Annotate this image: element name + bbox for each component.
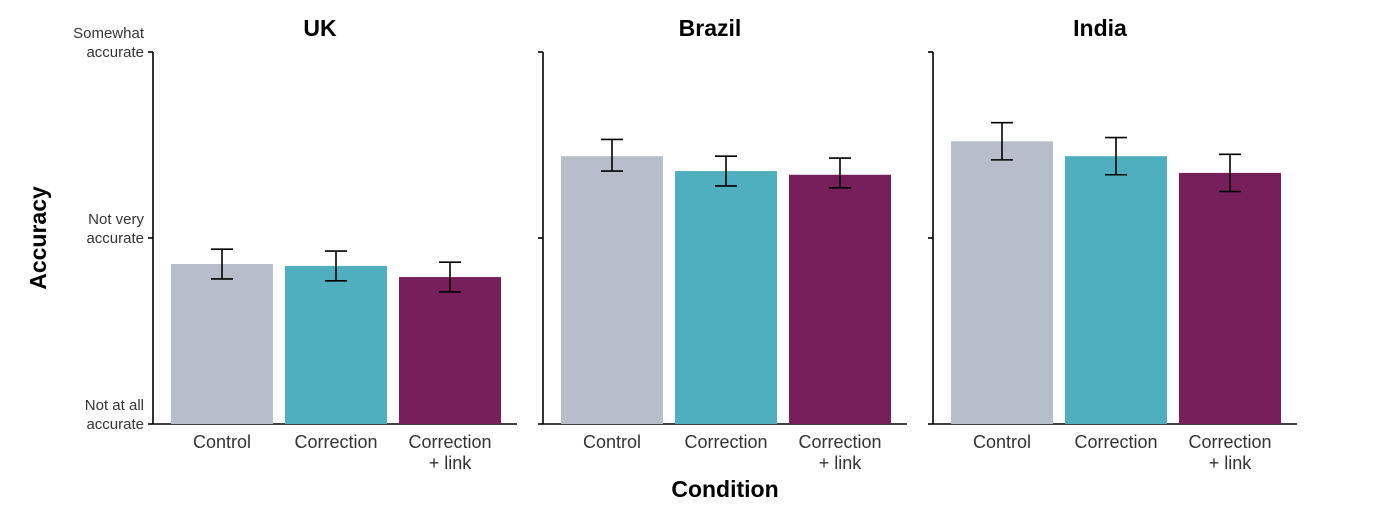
y-tick-label: Somewhat accurate	[73, 25, 145, 61]
y-axis-title: Accuracy	[25, 186, 51, 290]
x-tick-label: Correction	[684, 432, 767, 452]
x-axis-title: Condition	[671, 476, 778, 502]
bar-uk-1	[171, 264, 273, 424]
y-tick-label: Not at all accurate	[85, 397, 144, 433]
error-bar	[1105, 136, 1127, 176]
x-tick-label: Correction + link	[798, 432, 881, 473]
x-tick-label: Control	[583, 432, 641, 452]
bar-uk-3	[399, 277, 501, 424]
panel-title: India	[1073, 15, 1127, 41]
bar-brazil-2	[675, 171, 777, 424]
panel-title: UK	[303, 15, 337, 41]
x-tick-label: Control	[973, 432, 1031, 452]
bar-india-3	[1179, 172, 1281, 424]
error-bar	[601, 138, 623, 172]
y-tick-label: Not very accurate	[86, 211, 144, 247]
error-bar	[439, 261, 461, 293]
panel-india: India Control Correction Correction + link	[928, 15, 1297, 473]
x-tick-label: Correction + link	[1188, 432, 1271, 473]
panel-title: Brazil	[679, 15, 742, 41]
error-bar	[829, 157, 851, 189]
error-bar	[211, 248, 233, 280]
bar-brazil-3	[789, 174, 891, 424]
bar-uk-2	[285, 265, 387, 424]
error-bar	[325, 250, 347, 282]
bar-india-1	[951, 141, 1053, 424]
x-tick-label: Correction	[294, 432, 377, 452]
error-bar	[991, 121, 1013, 161]
error-bar	[715, 155, 737, 187]
panel-uk: UK Not at all accurate Not very accurate Some…	[73, 15, 517, 473]
x-tick-label: Correction	[1074, 432, 1157, 452]
error-bar	[1219, 153, 1241, 193]
x-tick-label: Control	[193, 432, 251, 452]
x-tick-label: Correction + link	[408, 432, 491, 473]
bar-brazil-1	[561, 156, 663, 424]
bar-india-2	[1065, 156, 1167, 424]
panel-brazil: Brazil Control Correction Correction + link	[538, 15, 907, 473]
